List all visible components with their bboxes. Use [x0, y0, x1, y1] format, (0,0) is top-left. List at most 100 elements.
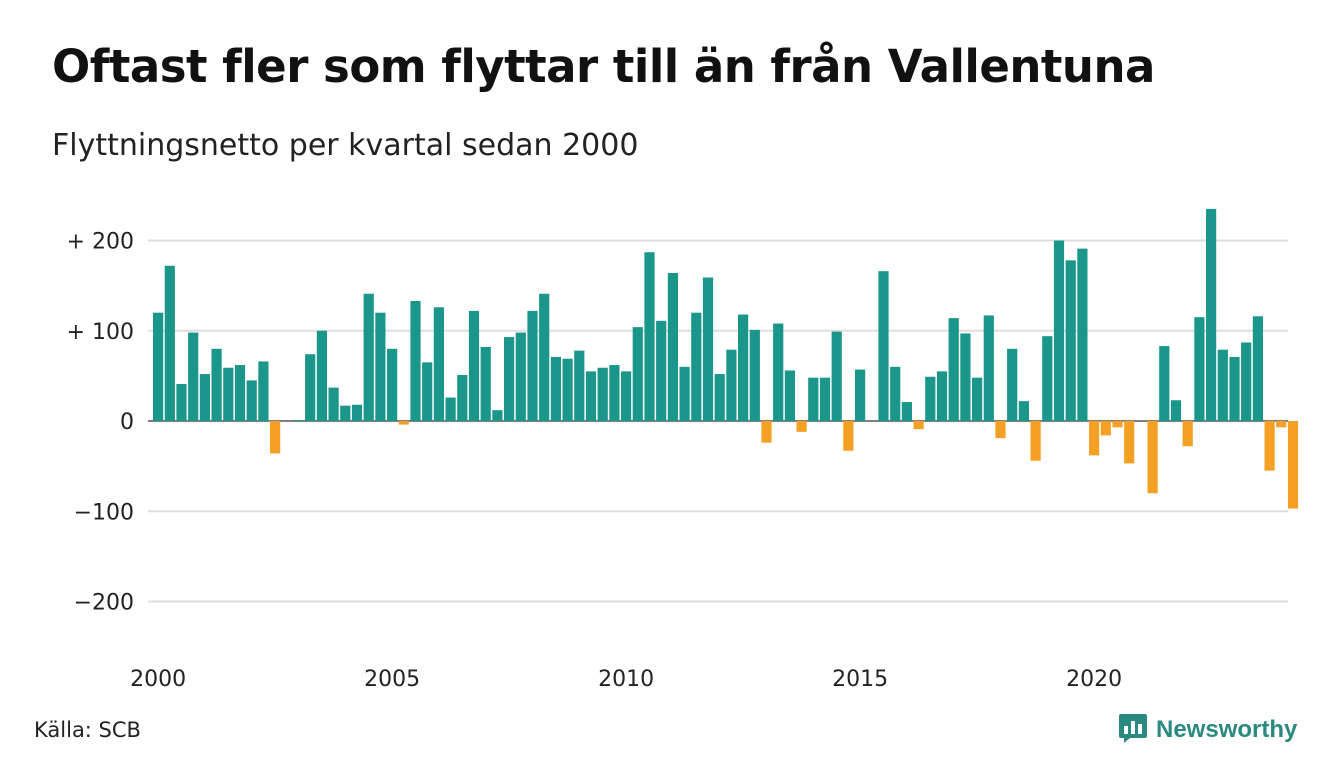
- bar: [340, 405, 351, 421]
- bar: [445, 397, 456, 421]
- bar: [1241, 342, 1252, 421]
- bar: [504, 337, 515, 421]
- bar: [550, 356, 561, 421]
- bar: [819, 377, 831, 421]
- bar: [597, 367, 608, 421]
- bar: [1053, 240, 1065, 421]
- bars: [153, 208, 1299, 509]
- bar: [515, 332, 526, 421]
- bar: [164, 265, 175, 421]
- bar: [410, 300, 421, 421]
- bar: [223, 367, 234, 421]
- bar: [199, 374, 210, 421]
- bar: [1229, 356, 1240, 421]
- bar: [1206, 208, 1217, 421]
- bar: [1018, 401, 1029, 421]
- bar: [527, 310, 538, 421]
- y-tick-label: −200: [74, 591, 134, 616]
- chart-subtitle: Flyttningsnetto per kvartal sedan 2000: [52, 128, 639, 163]
- x-axis-ticks: 2000 2005 2010 2015 2020: [130, 667, 1122, 692]
- bar: [1194, 317, 1205, 421]
- bar: [270, 421, 281, 454]
- bar: [644, 252, 655, 421]
- x-tick-label: 2000: [130, 667, 186, 692]
- bar: [749, 329, 760, 421]
- bar: [1182, 421, 1193, 447]
- bar: [702, 277, 714, 421]
- bar: [773, 323, 784, 421]
- bar: [1264, 421, 1275, 471]
- bar: [621, 371, 632, 421]
- bar: [796, 421, 807, 432]
- x-tick-label: 2020: [1066, 667, 1122, 692]
- bar: [1252, 316, 1263, 421]
- bar: [351, 404, 363, 421]
- bar: [1147, 421, 1158, 494]
- bar: [738, 314, 749, 421]
- bar: [1276, 421, 1287, 428]
- bar: [293, 420, 304, 421]
- bar: [890, 366, 901, 421]
- bar: [188, 332, 199, 421]
- bar: [328, 387, 339, 421]
- y-tick-label: 0: [120, 410, 134, 435]
- bar: [316, 330, 327, 421]
- newsworthy-logo-text: Newsworthy: [1156, 716, 1298, 743]
- bar: [609, 365, 620, 421]
- bar: [1217, 349, 1228, 421]
- bar: [913, 421, 924, 430]
- bar: [387, 348, 398, 421]
- bar: [422, 362, 433, 421]
- bar: [983, 315, 994, 421]
- x-tick-label: 2010: [598, 667, 654, 692]
- bar: [691, 312, 702, 421]
- y-axis-ticks: + 200 + 100 0 −100 −200: [67, 230, 134, 616]
- bar: [1112, 421, 1123, 428]
- bar: [679, 366, 690, 421]
- bar: [948, 318, 959, 421]
- bar: [925, 376, 936, 421]
- bar: [995, 421, 1006, 439]
- chart-title: Oftast fler som flyttar till än från Val…: [52, 40, 1155, 93]
- y-tick-label: + 100: [67, 320, 134, 345]
- bar: [632, 327, 643, 421]
- bar: [176, 384, 187, 421]
- bar: [153, 312, 164, 421]
- bar: [761, 421, 772, 443]
- bar: [211, 348, 222, 421]
- bar: [1065, 260, 1076, 421]
- bar: [656, 320, 667, 421]
- bar: [457, 374, 468, 421]
- bar: [1042, 336, 1053, 421]
- y-tick-label: −100: [74, 500, 134, 525]
- bar: [562, 358, 573, 421]
- bar: [234, 365, 246, 421]
- bar: [1089, 421, 1100, 456]
- bar: [1170, 400, 1182, 421]
- bar: [1007, 348, 1018, 421]
- bar: [1030, 421, 1041, 461]
- bar: [667, 272, 678, 421]
- newsworthy-logo-icon: [1118, 712, 1148, 748]
- bar: [574, 350, 585, 421]
- bar: [960, 333, 971, 421]
- bar: [1159, 346, 1170, 421]
- bar: [375, 312, 386, 421]
- bar: [258, 361, 269, 421]
- source-note: Källa: SCB: [34, 718, 141, 742]
- bar: [808, 377, 819, 421]
- bar: [433, 307, 444, 421]
- bar: [855, 369, 866, 421]
- bar: [492, 410, 503, 421]
- newsworthy-logo: Newsworthy: [1118, 712, 1297, 748]
- bar: [539, 293, 550, 421]
- bar: [1124, 421, 1135, 464]
- bar: [363, 293, 374, 421]
- bar: [878, 271, 889, 421]
- bar: [936, 371, 948, 421]
- bar: [585, 371, 597, 421]
- bar: [784, 370, 795, 421]
- x-tick-label: 2005: [364, 667, 420, 692]
- bar: [480, 347, 491, 421]
